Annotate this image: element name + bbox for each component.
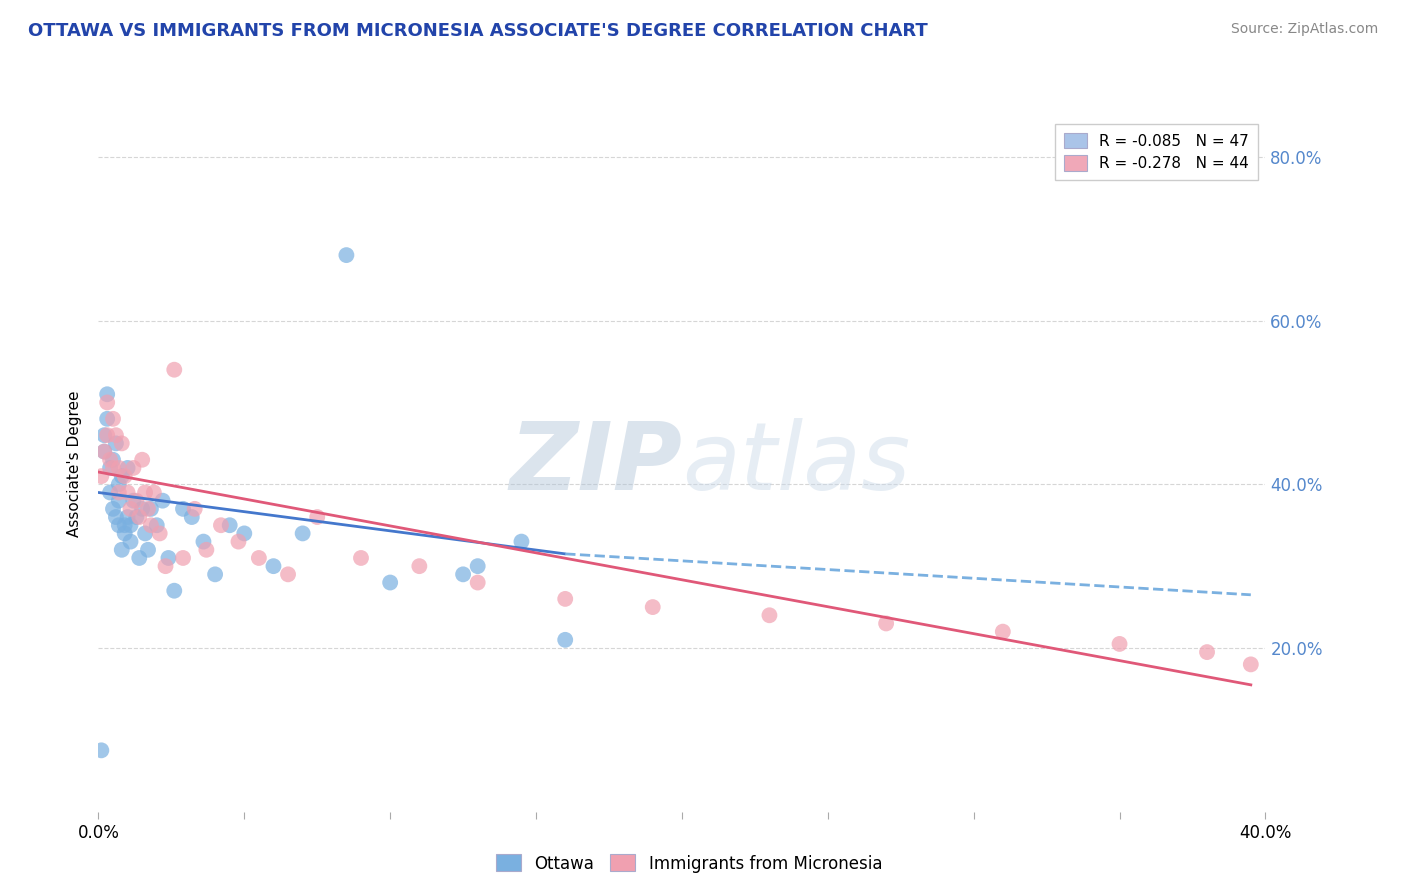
Point bbox=[101, 412, 124, 426]
Point bbox=[163, 362, 186, 376]
Point bbox=[108, 461, 131, 475]
Point bbox=[139, 518, 162, 533]
Point bbox=[117, 461, 139, 475]
Point bbox=[125, 510, 148, 524]
Point bbox=[209, 518, 232, 533]
Point bbox=[98, 485, 121, 500]
Point bbox=[122, 493, 145, 508]
Point bbox=[93, 444, 115, 458]
Point bbox=[101, 501, 124, 516]
Point bbox=[152, 493, 174, 508]
Point bbox=[114, 518, 136, 533]
Point bbox=[111, 436, 134, 450]
Point bbox=[90, 743, 112, 757]
Point bbox=[108, 485, 131, 500]
Point bbox=[104, 428, 127, 442]
Point bbox=[228, 534, 250, 549]
Point bbox=[96, 395, 118, 409]
Text: OTTAWA VS IMMIGRANTS FROM MICRONESIA ASSOCIATE'S DEGREE CORRELATION CHART: OTTAWA VS IMMIGRANTS FROM MICRONESIA ASS… bbox=[28, 22, 928, 40]
Point bbox=[233, 526, 256, 541]
Point bbox=[183, 501, 205, 516]
Point bbox=[204, 567, 226, 582]
Point bbox=[122, 461, 145, 475]
Point bbox=[98, 461, 121, 475]
Point bbox=[467, 575, 489, 590]
Point bbox=[451, 567, 474, 582]
Point bbox=[554, 591, 576, 606]
Point bbox=[131, 452, 153, 467]
Y-axis label: Associate's Degree: Associate's Degree bbox=[67, 391, 83, 537]
Point bbox=[111, 542, 134, 557]
Point bbox=[120, 534, 142, 549]
Point bbox=[117, 485, 139, 500]
Text: atlas: atlas bbox=[682, 418, 910, 509]
Point bbox=[875, 616, 897, 631]
Point bbox=[163, 583, 186, 598]
Point bbox=[378, 575, 402, 590]
Point bbox=[114, 469, 136, 483]
Point bbox=[307, 510, 329, 524]
Point bbox=[120, 501, 142, 516]
Point bbox=[108, 477, 131, 491]
Point bbox=[554, 632, 576, 647]
Point bbox=[139, 501, 162, 516]
Point bbox=[101, 461, 124, 475]
Point bbox=[120, 518, 142, 533]
Point bbox=[155, 559, 177, 574]
Point bbox=[262, 559, 284, 574]
Point bbox=[114, 526, 136, 541]
Point bbox=[218, 518, 240, 533]
Point bbox=[277, 567, 299, 582]
Point bbox=[131, 501, 153, 516]
Point bbox=[134, 526, 156, 541]
Legend: R = -0.085   N = 47, R = -0.278   N = 44: R = -0.085 N = 47, R = -0.278 N = 44 bbox=[1054, 124, 1258, 180]
Point bbox=[117, 510, 139, 524]
Point bbox=[180, 510, 202, 524]
Point bbox=[467, 559, 489, 574]
Point bbox=[172, 551, 194, 566]
Point bbox=[991, 624, 1014, 639]
Point bbox=[1195, 645, 1218, 659]
Point bbox=[128, 551, 150, 566]
Point bbox=[195, 542, 218, 557]
Point bbox=[157, 551, 180, 566]
Point bbox=[291, 526, 314, 541]
Point bbox=[96, 412, 118, 426]
Point bbox=[104, 510, 127, 524]
Point bbox=[93, 428, 115, 442]
Text: ZIP: ZIP bbox=[509, 417, 682, 510]
Point bbox=[111, 469, 134, 483]
Point bbox=[108, 518, 131, 533]
Point bbox=[128, 510, 150, 524]
Point bbox=[90, 469, 112, 483]
Point bbox=[146, 518, 169, 533]
Point bbox=[149, 526, 172, 541]
Point bbox=[136, 542, 159, 557]
Point bbox=[134, 485, 156, 500]
Point bbox=[101, 452, 124, 467]
Point bbox=[172, 501, 194, 516]
Legend: Ottawa, Immigrants from Micronesia: Ottawa, Immigrants from Micronesia bbox=[489, 847, 889, 880]
Point bbox=[125, 493, 148, 508]
Point bbox=[108, 493, 131, 508]
Point bbox=[758, 608, 780, 623]
Point bbox=[93, 444, 115, 458]
Point bbox=[247, 551, 270, 566]
Point bbox=[136, 501, 159, 516]
Point bbox=[510, 534, 533, 549]
Point bbox=[641, 600, 664, 615]
Point bbox=[1108, 637, 1130, 651]
Point bbox=[193, 534, 215, 549]
Text: Source: ZipAtlas.com: Source: ZipAtlas.com bbox=[1230, 22, 1378, 37]
Point bbox=[96, 387, 118, 401]
Point bbox=[98, 452, 121, 467]
Point bbox=[1240, 657, 1263, 672]
Point bbox=[104, 436, 127, 450]
Point bbox=[96, 428, 118, 442]
Point bbox=[408, 559, 430, 574]
Point bbox=[142, 485, 165, 500]
Point bbox=[350, 551, 373, 566]
Point bbox=[335, 248, 357, 262]
